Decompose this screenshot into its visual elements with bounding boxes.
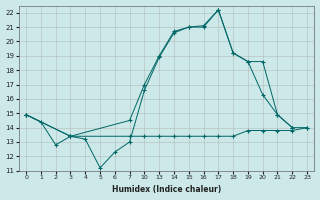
X-axis label: Humidex (Indice chaleur): Humidex (Indice chaleur) — [112, 185, 221, 194]
